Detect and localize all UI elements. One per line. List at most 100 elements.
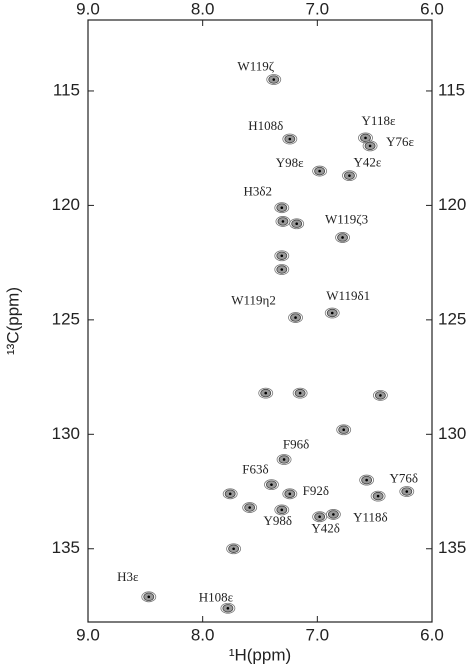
peak-label: Y118δ bbox=[353, 509, 388, 524]
y-tick-label: 135 bbox=[52, 538, 80, 557]
peak-center bbox=[332, 513, 335, 516]
peak-label: Y118ε bbox=[362, 113, 396, 128]
peak-center bbox=[272, 78, 276, 81]
y-tick-label: 130 bbox=[52, 424, 80, 443]
peak-label: F96δ bbox=[283, 436, 309, 451]
peak-contour bbox=[282, 488, 298, 500]
peak-center bbox=[282, 458, 286, 461]
x-tick-label: 6.0 bbox=[420, 625, 444, 644]
peak-contour bbox=[282, 133, 298, 145]
peak-contour bbox=[335, 232, 350, 243]
peak-contour bbox=[264, 479, 279, 491]
peak-contour bbox=[289, 218, 305, 230]
peak-center bbox=[294, 316, 297, 319]
y-tick-label: 135 bbox=[438, 538, 466, 557]
peak-contour bbox=[274, 250, 290, 262]
peak-label: W119η2 bbox=[231, 293, 276, 308]
peak-center bbox=[264, 391, 268, 395]
peak-contour bbox=[274, 504, 290, 516]
peak-center bbox=[228, 492, 232, 496]
peak-contour bbox=[242, 502, 258, 513]
peak-contour bbox=[370, 490, 386, 502]
peak-contour bbox=[312, 511, 328, 523]
peak-contour bbox=[288, 312, 303, 323]
peak-contour bbox=[372, 389, 388, 401]
peak-center bbox=[348, 174, 351, 177]
peak-label: F63δ bbox=[242, 462, 268, 477]
peak-contour bbox=[312, 165, 328, 177]
peak-label: Y42δ bbox=[311, 521, 340, 536]
peak-center bbox=[295, 222, 298, 226]
peak-center bbox=[280, 206, 284, 209]
peak-contour bbox=[358, 132, 373, 144]
peak-contour bbox=[220, 602, 236, 614]
peak-label: Y76δ bbox=[390, 471, 419, 486]
y-tick-label: 125 bbox=[438, 309, 466, 328]
peak-label: F92δ bbox=[303, 483, 329, 498]
peak-center bbox=[341, 236, 344, 239]
peak-contour bbox=[226, 543, 242, 555]
peak-center bbox=[364, 136, 367, 140]
peak-center bbox=[330, 311, 334, 315]
peak-label: W119ζ bbox=[237, 58, 274, 73]
peak-contour bbox=[362, 140, 378, 152]
peak-center bbox=[376, 494, 380, 498]
peak-contour bbox=[325, 509, 341, 520]
y-tick-label: 115 bbox=[438, 80, 465, 99]
x-tick-label: 8.0 bbox=[191, 0, 215, 18]
peak-label: Y98δ bbox=[264, 513, 293, 528]
peak-center bbox=[226, 606, 230, 610]
peak-label: W119ζ3 bbox=[325, 211, 368, 226]
x-tick-label: 9.0 bbox=[76, 625, 100, 644]
peak-contour bbox=[258, 387, 274, 399]
peak-center bbox=[270, 483, 273, 486]
peak-contour bbox=[276, 454, 292, 465]
peak-center bbox=[147, 595, 151, 599]
peak-contour bbox=[292, 387, 308, 399]
y-tick-label: 120 bbox=[438, 195, 466, 214]
x-tick-label: 6.0 bbox=[420, 0, 444, 18]
peak-contour bbox=[275, 216, 291, 227]
peak-center bbox=[365, 478, 368, 482]
x-tick-label: 7.0 bbox=[306, 625, 330, 644]
peak-contour bbox=[399, 486, 415, 497]
x-tick-label: 8.0 bbox=[191, 625, 215, 644]
peak-contour bbox=[222, 488, 238, 500]
peak-label: Y76ε bbox=[386, 134, 414, 149]
y-tick-label: 115 bbox=[53, 80, 80, 99]
peak-center bbox=[288, 137, 292, 141]
peak-center bbox=[280, 508, 284, 512]
x-tick-label: 9.0 bbox=[76, 0, 100, 18]
x-axis-label: ¹H(ppm) bbox=[229, 645, 291, 664]
peak-center bbox=[280, 268, 284, 271]
peak-center bbox=[248, 506, 251, 509]
peak-contour bbox=[266, 74, 282, 85]
peak-center bbox=[318, 515, 321, 519]
y-tick-label: 125 bbox=[52, 309, 80, 328]
peak-contour bbox=[342, 170, 357, 182]
plot-frame bbox=[87, 19, 433, 623]
peak-contour bbox=[141, 591, 157, 603]
peak-label: H3ε bbox=[117, 569, 139, 584]
peak-center bbox=[280, 254, 284, 258]
peak-contour bbox=[359, 474, 375, 486]
peak-label: W119δ1 bbox=[326, 288, 370, 303]
peak-contour bbox=[274, 202, 290, 214]
peak-contour bbox=[324, 307, 340, 319]
x-tick-label: 7.0 bbox=[306, 0, 330, 18]
peak-center bbox=[342, 428, 346, 432]
peak-center bbox=[379, 394, 382, 397]
y-tick-label: 120 bbox=[52, 195, 80, 214]
peak-center bbox=[318, 169, 321, 173]
peak-contour bbox=[274, 264, 290, 275]
y-tick-label: 130 bbox=[438, 424, 466, 443]
peak-label: Y98ε bbox=[276, 155, 304, 170]
peak-label: H3δ2 bbox=[244, 184, 273, 199]
peak-center bbox=[405, 490, 409, 493]
y-axis-label: ¹³C(ppm) bbox=[3, 287, 22, 355]
peak-label: H108ε bbox=[199, 589, 234, 604]
peak-contour bbox=[336, 424, 352, 436]
peak-center bbox=[368, 144, 372, 148]
peak-center bbox=[232, 547, 235, 551]
